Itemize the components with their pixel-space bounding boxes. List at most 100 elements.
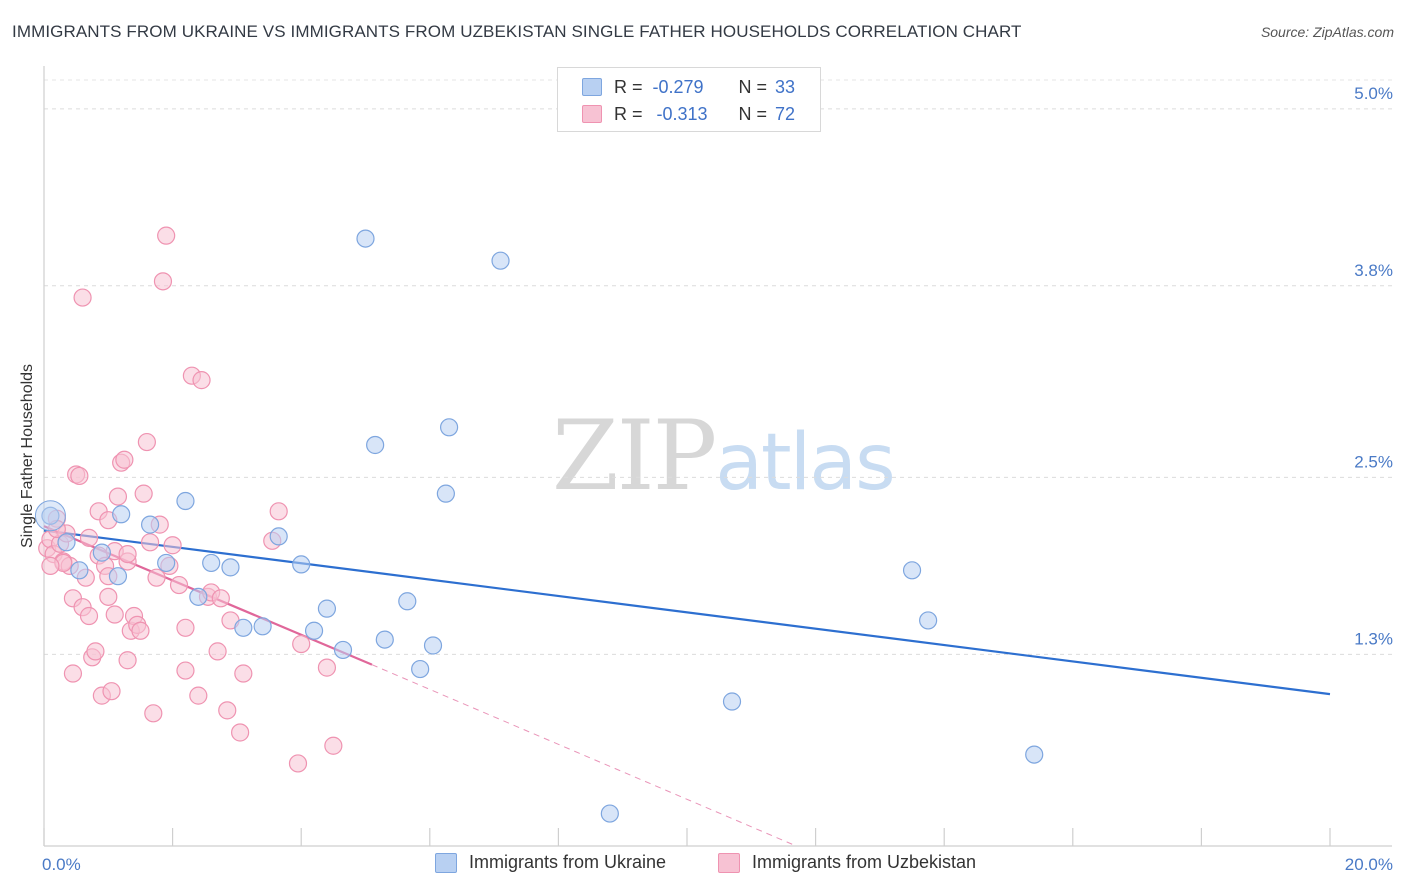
point-ukraine xyxy=(57,533,76,552)
point-uzbekistan xyxy=(140,533,160,552)
point-uzbekistan xyxy=(234,664,253,683)
point-uzbekistan xyxy=(169,575,189,595)
x-tick-label: 20.0% xyxy=(1345,855,1393,874)
point-ukraine xyxy=(189,587,208,606)
legend-r-label: R = xyxy=(614,103,643,124)
watermark-zip: ZIP xyxy=(552,400,717,512)
watermark: ZIPatlas xyxy=(552,400,896,512)
point-uzbekistan xyxy=(86,642,105,661)
chart-title: IMMIGRANTS FROM UKRAINE VS IMMIGRANTS FR… xyxy=(12,22,1022,41)
series-legend: Immigrants from Ukraine Immigrants from … xyxy=(0,852,1406,878)
point-uzbekistan xyxy=(208,642,227,661)
data-points xyxy=(34,226,1044,823)
point-uzbekistan xyxy=(288,754,308,773)
point-ukraine xyxy=(600,804,619,823)
legend-r-value-uzbekistan: -0.313 xyxy=(656,103,708,124)
trendline-uzbekistan-extension xyxy=(371,664,797,847)
series-swatch-ukraine xyxy=(435,852,457,873)
point-ukraine xyxy=(902,561,922,580)
point-uzbekistan xyxy=(73,288,92,307)
tick-labels: 1.3% 2.5% 3.8% 5.0% 0.0% 20.0% xyxy=(42,84,1393,874)
series-label-uzbekistan: Immigrants from Uzbekistan xyxy=(752,852,977,872)
point-uzbekistan xyxy=(108,487,128,506)
point-ukraine xyxy=(140,515,160,534)
point-uzbekistan xyxy=(105,605,124,624)
watermark-atlas: atlas xyxy=(715,418,895,508)
point-ukraine xyxy=(423,636,443,655)
point-ukraine xyxy=(317,599,337,618)
point-uzbekistan xyxy=(70,466,89,486)
point-ukraine xyxy=(269,527,288,546)
point-ukraine xyxy=(304,621,324,640)
point-uzbekistan xyxy=(134,484,153,503)
point-ukraine xyxy=(234,618,253,637)
point-uzbekistan xyxy=(324,736,343,755)
series-legend-ukraine[interactable]: Immigrants from Ukraine xyxy=(435,852,666,873)
point-ukraine xyxy=(202,553,221,573)
point-uzbekistan xyxy=(79,606,99,626)
point-uzbekistan xyxy=(118,544,137,564)
point-uzbekistan xyxy=(317,658,337,677)
point-ukraine xyxy=(1025,745,1044,764)
legend-swatch-ukraine xyxy=(582,78,602,96)
point-ukraine xyxy=(292,555,311,574)
legend-n-label: N = xyxy=(738,76,768,97)
point-ukraine xyxy=(157,553,176,573)
point-uzbekistan xyxy=(157,226,176,245)
legend-n-label: N = xyxy=(738,103,768,124)
series-label-ukraine: Immigrants from Ukraine xyxy=(469,852,667,872)
series-legend-uzbekistan[interactable]: Immigrants from Uzbekistan xyxy=(718,852,976,873)
point-uzbekistan xyxy=(79,528,99,547)
point-uzbekistan xyxy=(102,682,121,701)
point-uzbekistan xyxy=(131,621,150,640)
point-uzbekistan xyxy=(99,587,118,606)
trendlines xyxy=(43,525,1331,847)
point-uzbekistan xyxy=(192,371,211,390)
y-tick-label: 1.3% xyxy=(1354,629,1393,648)
point-uzbekistan xyxy=(176,661,195,680)
legend-swatch-uzbekistan xyxy=(582,105,602,123)
point-ukraine xyxy=(92,543,111,562)
source-credit: Source: ZipAtlas.com xyxy=(1260,24,1394,40)
point-ukraine xyxy=(491,251,510,270)
point-ukraine-large xyxy=(34,500,66,532)
point-ukraine xyxy=(253,617,272,636)
point-ukraine xyxy=(356,229,375,248)
x-tick-label: 0.0% xyxy=(42,855,81,874)
point-ukraine xyxy=(70,561,89,580)
legend-r-value-ukraine: -0.279 xyxy=(652,76,704,97)
point-uzbekistan xyxy=(137,432,156,452)
point-uzbekistan xyxy=(189,686,208,705)
point-uzbekistan xyxy=(147,568,166,587)
legend-n-value-uzbekistan: 72 xyxy=(775,103,796,124)
point-uzbekistan xyxy=(211,589,230,608)
point-ukraine xyxy=(398,592,417,611)
point-uzbekistan xyxy=(163,536,182,555)
point-ukraine xyxy=(41,506,60,525)
legend-n-value-ukraine: 33 xyxy=(775,76,796,97)
point-ukraine xyxy=(108,567,128,586)
point-ukraine xyxy=(436,484,455,503)
point-ukraine xyxy=(722,692,742,711)
point-uzbekistan xyxy=(144,704,163,723)
trendline-ukraine xyxy=(43,529,1331,696)
point-ukraine xyxy=(919,611,938,630)
point-uzbekistan xyxy=(41,556,60,575)
point-uzbekistan xyxy=(269,502,288,521)
point-ukraine xyxy=(221,558,240,577)
legend-row-ukraine: R = -0.279 N = 33 xyxy=(582,74,795,100)
point-uzbekistan xyxy=(115,450,134,469)
y-tick-label: 3.8% xyxy=(1354,261,1393,280)
point-ukraine xyxy=(439,418,459,437)
point-ukraine xyxy=(176,491,195,511)
point-uzbekistan xyxy=(218,701,237,720)
point-ukraine xyxy=(333,640,353,660)
point-uzbekistan xyxy=(118,651,137,670)
correlation-legend: R = -0.279 N = 33 R = -0.313 N = 72 xyxy=(557,67,821,132)
gridlines xyxy=(44,79,1392,655)
point-ukraine xyxy=(375,630,394,649)
legend-r-label: R = xyxy=(614,76,643,97)
point-uzbekistan xyxy=(63,664,83,683)
axes xyxy=(43,66,1392,847)
